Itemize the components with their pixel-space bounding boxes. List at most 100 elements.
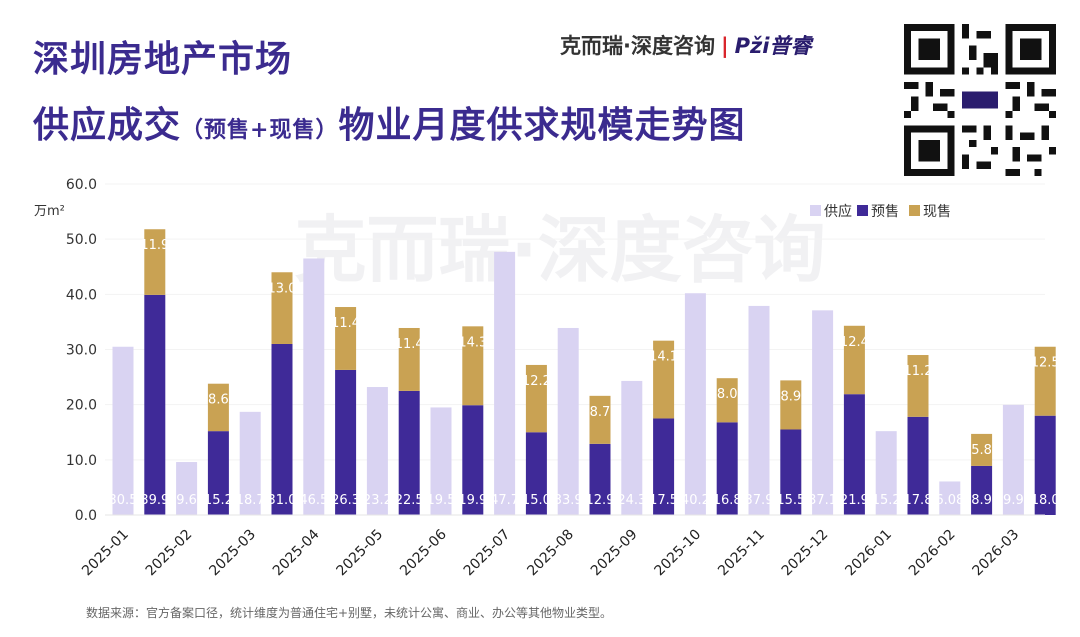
spot-bar-label: 14.1 [649, 350, 678, 365]
spot-bar [144, 229, 166, 295]
presale-bar [525, 432, 547, 515]
presale-bar [1034, 415, 1056, 515]
presale-bar [144, 294, 166, 515]
presale-bar-label: 15.0 [522, 493, 551, 508]
supply-bar-label: 46.5 [299, 493, 328, 508]
presale-bar-label: 8.9 [971, 493, 992, 508]
spot-bar-label: 13.0 [268, 281, 297, 296]
spot-bar [907, 355, 929, 417]
legend-label: 供应 [824, 203, 852, 220]
spot-bar-label: 11.4 [395, 337, 424, 352]
spot-bar-label: 12.2 [522, 374, 551, 389]
spot-bar-label: 11.9 [140, 238, 169, 253]
spot-bar [398, 327, 420, 391]
supply-bar [366, 387, 388, 515]
x-tick-label: 2025-07 [461, 527, 514, 580]
presale-bar [335, 369, 357, 515]
supply-bar [494, 251, 516, 516]
presale-bar [462, 405, 484, 515]
supply-bar [875, 431, 897, 515]
legend-swatch [857, 205, 868, 216]
y-tick-label: 60.0 [66, 177, 97, 193]
spot-bar [335, 307, 357, 370]
supply-bar-label: 18.7 [236, 493, 265, 508]
spot-bar [780, 380, 802, 430]
x-tick-label: 2025-08 [524, 527, 577, 580]
supply-bar-label: 9.6 [176, 493, 197, 508]
subtitle-main: 供应成交 [33, 104, 182, 146]
supply-bar-label: 37.9 [745, 493, 774, 508]
x-tick-label: 2025-10 [652, 527, 705, 580]
x-tick-label: 2025-01 [79, 527, 132, 580]
y-axis-unit: 万m² [34, 204, 65, 219]
supply-bar-label: 40.2 [681, 493, 710, 508]
spot-bar [589, 395, 611, 444]
presale-bar [971, 465, 993, 515]
supply-bar [239, 411, 261, 515]
supply-bar [939, 481, 961, 515]
spot-bar-label: 11.2 [904, 364, 933, 379]
supply-bar-label: 19.5 [427, 493, 456, 508]
page-title: 深圳房地产市场 [33, 38, 293, 80]
supply-bar-label: 24.3 [617, 493, 646, 508]
x-tick-label: 2025-11 [715, 527, 768, 580]
spot-bar-label: 12.5 [1031, 356, 1060, 371]
presale-bar-label: 21.9 [840, 493, 869, 508]
supply-bar [621, 380, 643, 515]
spot-bar [525, 364, 547, 433]
y-tick-label: 10.0 [66, 453, 97, 469]
brand-logo: Pži普睿 [734, 34, 812, 58]
legend-label: 预售 [871, 204, 899, 220]
x-tick-label: 2025-12 [779, 527, 832, 580]
x-tick-label: 2026-01 [842, 527, 895, 580]
watermark: 克而瑞·深度咨询 [294, 208, 825, 292]
supply-bar-label: 6.08 [935, 493, 964, 508]
legend-swatch [810, 205, 821, 216]
supply-bar-label: 33.9 [554, 493, 583, 508]
spot-bar-label: 12.4 [840, 335, 869, 350]
supply-bar [303, 258, 325, 515]
presale-bar [907, 416, 929, 515]
presale-bar [843, 394, 865, 515]
presale-bar-label: 17.8 [904, 493, 933, 508]
x-tick-label: 2026-02 [906, 527, 959, 580]
page-subtitle: 供应成交（预售+现售）物业月度供求规模走势图 [33, 96, 745, 148]
supply-bar-label: 19.97 [995, 493, 1032, 508]
brand-separator: | [720, 34, 729, 58]
presale-bar-label: 26.3 [331, 493, 360, 508]
spot-bar-label: 8.9 [780, 389, 801, 404]
brand: 克而瑞·深度咨询 | Pži普睿 [560, 30, 811, 60]
presale-bar-label: 18.0 [1031, 493, 1060, 508]
presale-bar-label: 19.9 [458, 493, 487, 508]
x-tick-label: 2025-09 [588, 527, 641, 580]
presale-bar [589, 443, 611, 515]
supply-bar [684, 293, 706, 515]
x-tick-label: 2025-04 [270, 526, 323, 579]
supply-bar-label: 30.5 [109, 493, 138, 508]
spot-bar [653, 340, 675, 419]
x-tick-label: 2025-06 [397, 526, 450, 579]
presale-bar [398, 390, 420, 515]
brand-name: 克而瑞·深度咨询 [560, 34, 715, 58]
presale-bar-label: 39.9 [140, 493, 169, 508]
supply-bar [176, 462, 198, 515]
y-tick-label: 20.0 [66, 398, 97, 414]
subtitle-tail: 物业月度供求规模走势图 [338, 104, 746, 146]
legend-swatch [909, 205, 920, 216]
legend-label: 现售 [923, 204, 951, 220]
spot-bar [971, 433, 993, 466]
spot-bar-label: 8.0 [717, 387, 738, 402]
spot-bar [207, 383, 229, 432]
presale-bar-label: 22.5 [395, 493, 424, 508]
spot-bar-label: 8.7 [590, 405, 611, 420]
supply-bar-label: 47.7 [490, 493, 519, 508]
supply-bar [812, 310, 834, 515]
subtitle-paren: （预售+现售） [181, 117, 339, 143]
x-tick-label: 2025-02 [143, 527, 196, 580]
supply-bar [748, 305, 770, 515]
presale-bar-label: 16.8 [713, 493, 742, 508]
presale-bar-label: 12.9 [586, 493, 615, 508]
presale-bar [780, 429, 802, 515]
presale-bar-label: 15.5 [776, 493, 805, 508]
